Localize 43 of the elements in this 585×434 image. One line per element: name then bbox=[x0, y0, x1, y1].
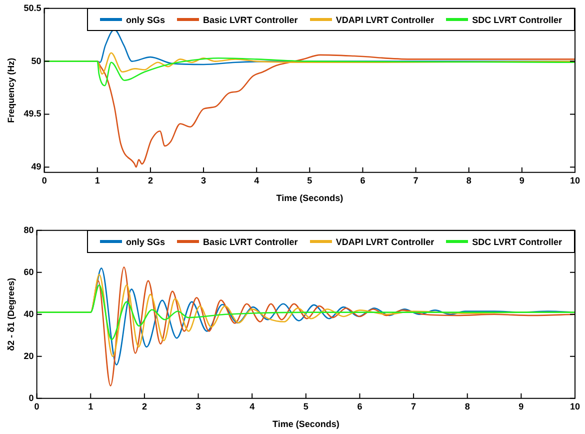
x-tick-label: 7 bbox=[413, 175, 418, 186]
y-tick-label: 60 bbox=[24, 266, 34, 277]
y-tick-label: 50.5 bbox=[24, 2, 42, 13]
x-tick-label: 9 bbox=[518, 401, 524, 412]
x-tick-label: 8 bbox=[464, 401, 470, 412]
x-tick-label: 3 bbox=[196, 401, 201, 412]
line-series bbox=[44, 57, 575, 86]
legend-label: only SGs bbox=[126, 14, 165, 24]
legend-label: VDAPI LVRT Controller bbox=[336, 14, 434, 24]
y-tick-label: 0 bbox=[28, 392, 34, 403]
y-tick-label: 50 bbox=[31, 56, 42, 66]
y-axis-title: Frequency (Hz) bbox=[6, 58, 16, 123]
x-axis-title: Time (Seconds) bbox=[276, 193, 344, 204]
legend-label: SDC LVRT Controller bbox=[472, 236, 562, 246]
x-tick-label: 6 bbox=[360, 175, 366, 186]
x-tick-label: 5 bbox=[303, 401, 308, 412]
y-tick-label: 49.5 bbox=[24, 108, 42, 119]
x-tick-label: 9 bbox=[519, 175, 524, 186]
x-tick-label: 6 bbox=[357, 401, 362, 412]
legend-label: Basic LVRT Controller bbox=[202, 14, 298, 24]
line-series bbox=[36, 284, 575, 340]
x-tick-label: 1 bbox=[88, 401, 94, 412]
legend-label: SDC LVRT Controller bbox=[472, 14, 562, 24]
y-tick-label: 80 bbox=[24, 224, 34, 235]
legend-label: Basic LVRT Controller bbox=[202, 236, 298, 246]
x-tick-label: 8 bbox=[466, 175, 472, 186]
x-tick-label: 3 bbox=[201, 175, 206, 186]
y-tick-label: 40 bbox=[24, 308, 34, 319]
x-tick-label: 2 bbox=[148, 175, 153, 186]
legend-label: VDAPI LVRT Controller bbox=[336, 236, 434, 246]
x-tick-label: 7 bbox=[411, 401, 416, 412]
x-tick-label: 10 bbox=[570, 175, 580, 186]
legend-label: only SGs bbox=[126, 236, 165, 246]
x-tick-label: 4 bbox=[250, 401, 255, 412]
x-axis-title: Time (Seconds) bbox=[272, 419, 340, 430]
x-tick-label: 5 bbox=[307, 175, 312, 186]
x-tick-label: 4 bbox=[254, 175, 260, 186]
x-tick-label: 1 bbox=[94, 175, 100, 186]
x-tick-label: 2 bbox=[142, 401, 147, 412]
y-tick-label: 20 bbox=[24, 350, 34, 361]
y-tick-label: 49 bbox=[31, 162, 42, 172]
x-tick-label: 10 bbox=[570, 401, 580, 412]
y-axis-title: δ2 - δ1 (Degrees) bbox=[6, 278, 16, 351]
